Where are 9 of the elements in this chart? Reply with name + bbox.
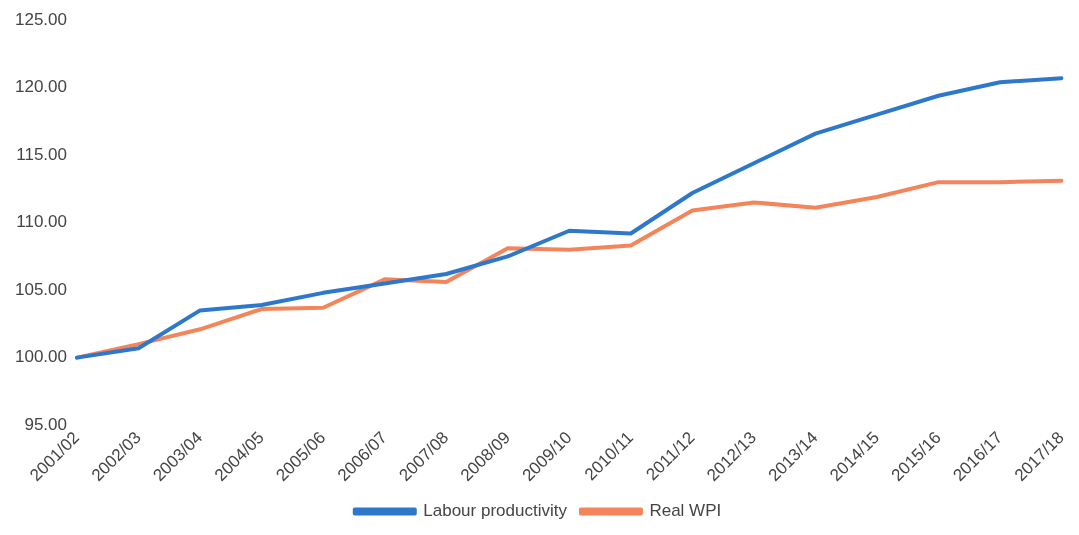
y-tick-label: 95.00 xyxy=(24,414,67,434)
legend-label: Labour productivity xyxy=(423,501,568,521)
y-tick-label: 100.00 xyxy=(15,347,67,367)
y-tick-label: 120.00 xyxy=(15,77,67,97)
y-tick-label: 115.00 xyxy=(16,144,67,164)
legend-label: Real WPI xyxy=(649,501,722,521)
y-tick-label: 105.00 xyxy=(15,279,67,299)
y-tick-label: 125.00 xyxy=(15,9,67,29)
y-tick-label: 110.00 xyxy=(16,212,67,232)
